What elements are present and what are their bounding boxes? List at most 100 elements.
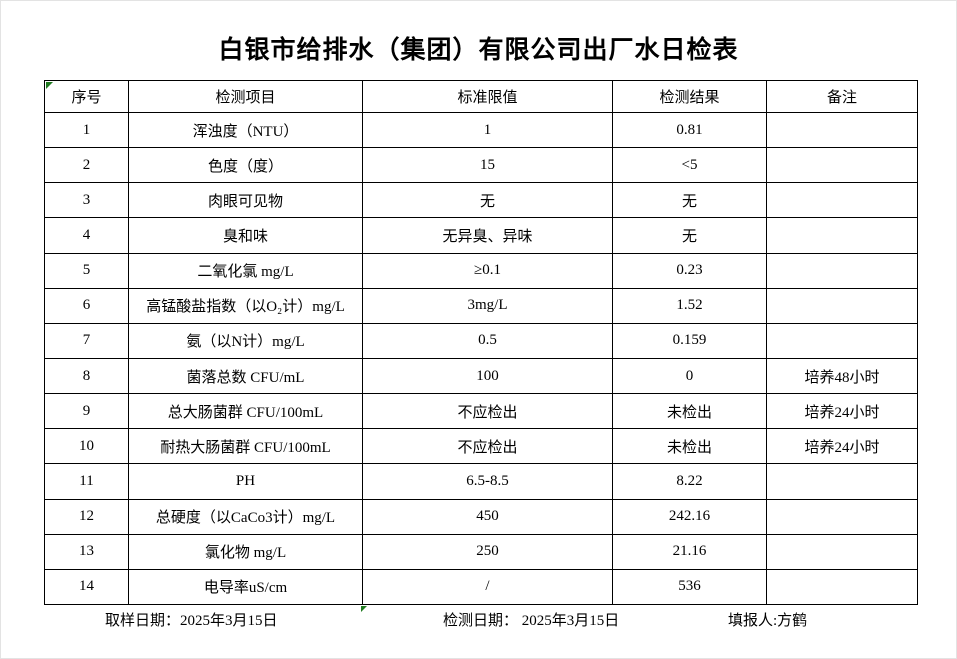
row-result: 无 [612, 217, 767, 254]
row-no: 4 [44, 217, 129, 254]
row-limit: 6.5-8.5 [362, 463, 613, 500]
row-item: 肉眼可见物 [128, 182, 363, 219]
row-result: 未检出 [612, 428, 767, 465]
row-limit: 450 [362, 498, 613, 535]
row-no: 2 [44, 147, 129, 184]
row-remark [766, 147, 918, 184]
row-result: 0.81 [612, 111, 767, 149]
row-no: 7 [44, 322, 129, 359]
page-title: 白银市给排水（集团）有限公司出厂水日检表 [218, 37, 739, 64]
row-remark [766, 182, 918, 219]
table-row: 7 氨（以N计）mg/L 0.5 0.159 [44, 322, 918, 359]
row-item: 菌落总数 CFU/mL [128, 357, 363, 395]
row-limit: / [362, 568, 613, 606]
row-remark [766, 252, 918, 289]
row-result: 无 [612, 182, 767, 219]
row-limit: 不应检出 [362, 393, 613, 430]
row-remark [766, 322, 918, 359]
table-header: 序号 检测项目 标准限值 检测结果 备注 [44, 80, 918, 113]
row-item: 高锰酸盐指数（以O₂计）mg/L [128, 287, 363, 324]
table-row: 5 二氧化氯 mg/L ≥0.1 0.23 [44, 252, 918, 289]
table-header-row: 序号 检测项目 标准限值 检测结果 备注 [44, 80, 918, 113]
row-result: 536 [612, 568, 767, 606]
row-result: 0.159 [612, 322, 767, 359]
row-item: 色度（度） [128, 147, 363, 184]
inspection-table: 序号 检测项目 标准限值 检测结果 备注 1 浑浊度（NTU） 1 0.81 2 色度（度） 15 <… [44, 80, 918, 606]
row-item: 氨（以N计）mg/L [128, 322, 363, 359]
row-remark [766, 568, 918, 606]
table-row: 13 氯化物 mg/L 250 21.16 [44, 533, 918, 570]
cell-flag-icon [361, 606, 367, 612]
row-no: 1 [44, 111, 129, 149]
row-limit: 无 [362, 182, 613, 219]
row-result: 8.22 [612, 463, 767, 500]
row-item: PH [128, 463, 363, 500]
row-remark [766, 111, 918, 149]
row-limit: 15 [362, 147, 613, 184]
column-header: 检测项目 [128, 80, 363, 113]
table-row: 8 菌落总数 CFU/mL 100 0 培养48小时 [44, 357, 918, 395]
row-limit: 250 [362, 533, 613, 570]
column-header: 序号 [44, 80, 129, 113]
row-item: 耐热大肠菌群 CFU/100mL [128, 428, 363, 465]
table-row: 12 总硬度（以CaCo3计）mg/L 450 242.16 [44, 498, 918, 535]
row-no: 10 [44, 428, 129, 465]
row-result: 1.52 [612, 287, 767, 324]
table-row: 11 PH 6.5-8.5 8.22 [44, 463, 918, 500]
table-row: 14 电导率uS/cm/536 [44, 568, 918, 606]
column-header: 标准限值 [362, 80, 613, 113]
row-no: 9 [44, 393, 129, 430]
row-limit: ≥0.1 [362, 252, 613, 289]
row-remark [766, 533, 918, 570]
row-remark: 培养24小时 [766, 428, 918, 465]
row-item: 电导率uS/cm [128, 568, 363, 606]
row-remark: 培养24小时 [766, 393, 918, 430]
row-limit: 无异臭、异味 [362, 217, 613, 254]
row-no: 13 [44, 533, 129, 570]
table-row: 4 臭和味 无异臭、异味无 [44, 217, 918, 254]
row-item: 臭和味 [128, 217, 363, 254]
table-row: 10 耐热大肠菌群 CFU/100mL 不应检出 未检出 培养24小时 [44, 428, 918, 465]
row-remark: 培养48小时 [766, 357, 918, 395]
row-limit: 3mg/L [362, 287, 613, 324]
row-no: 12 [44, 498, 129, 535]
row-limit: 0.5 [362, 322, 613, 359]
row-result: 242.16 [612, 498, 767, 535]
table-row: 3 肉眼可见物无无 [44, 182, 918, 219]
sampling-date-label: 取样日期：2025年3月15日 [105, 613, 278, 629]
row-no: 3 [44, 182, 129, 219]
table-row: 2 色度（度） 15 <5 [44, 147, 918, 184]
row-no: 6 [44, 287, 129, 324]
row-limit: 100 [362, 357, 613, 395]
row-remark [766, 463, 918, 500]
row-result: 21.16 [612, 533, 767, 570]
row-item: 氯化物 mg/L [128, 533, 363, 570]
row-remark [766, 217, 918, 254]
row-result: 未检出 [612, 393, 767, 430]
row-item: 总大肠菌群 CFU/100mL [128, 393, 363, 430]
row-item: 总硬度（以CaCo3计）mg/L [128, 498, 363, 535]
row-no: 8 [44, 357, 129, 395]
row-limit: 不应检出 [362, 428, 613, 465]
row-limit: 1 [362, 111, 613, 149]
row-no: 11 [44, 463, 129, 500]
table-body: 1 浑浊度（NTU） 1 0.81 2 色度（度） 15 <5 3 肉眼可见物无无 4 臭和味 无异臭、… [44, 111, 918, 606]
table-row: 6 高锰酸盐指数（以O₂计）mg/L 3mg/L 1.52 [44, 287, 918, 324]
row-no: 14 [44, 568, 129, 606]
column-header: 检测结果 [612, 80, 767, 113]
footer: 取样日期：2025年3月15日 检测日期： 2025年3月15日 填报人:方鹤 [0, 609, 957, 631]
row-remark [766, 498, 918, 535]
table-row: 9 总大肠菌群 CFU/100mL 不应检出 未检出 培养24小时 [44, 393, 918, 430]
row-no: 5 [44, 252, 129, 289]
reporter-label: 填报人:方鹤 [728, 613, 808, 629]
row-result: <5 [612, 147, 767, 184]
row-item: 浑浊度（NTU） [128, 111, 363, 149]
row-result: 0 [612, 357, 767, 395]
row-item: 二氧化氯 mg/L [128, 252, 363, 289]
row-result: 0.23 [612, 252, 767, 289]
table-row: 1 浑浊度（NTU） 1 0.81 [44, 111, 918, 149]
column-header: 备注 [766, 80, 918, 113]
test-date-label: 检测日期： 2025年3月15日 [443, 613, 620, 629]
cell-flag-icon [46, 82, 53, 89]
row-remark [766, 287, 918, 324]
